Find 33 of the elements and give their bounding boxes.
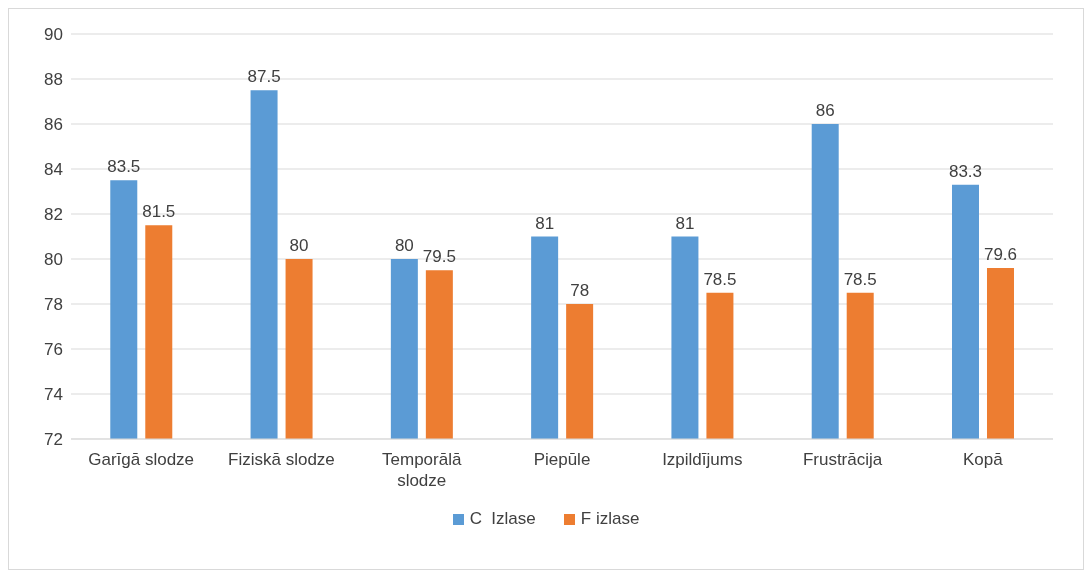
data-label: 78.5 [843, 269, 877, 289]
y-tick-label: 74 [44, 385, 63, 405]
data-label: 83.3 [948, 161, 983, 181]
y-tick-label: 76 [44, 340, 63, 360]
legend-label: C Izlase [469, 509, 536, 529]
data-label: 81.5 [142, 202, 176, 222]
data-label: 83.5 [107, 157, 141, 177]
x-tick-label: Garīgā slodze [88, 450, 195, 469]
data-label: 78 [570, 281, 590, 300]
data-label: 87.5 [247, 67, 281, 87]
data-label: 80 [394, 236, 414, 255]
x-tick-label: Temporālā slodze [382, 450, 462, 490]
data-label: 79.6 [983, 245, 1018, 264]
data-label: 86 [815, 101, 835, 120]
y-tick-label: 84 [44, 160, 63, 180]
data-label: 79.5 [422, 247, 456, 267]
data-label: 81 [675, 213, 695, 233]
y-tick-label: 80 [44, 250, 63, 270]
y-tick-label: 72 [44, 430, 63, 450]
x-tick-label: Kopā [963, 450, 1004, 469]
y-tick-label: 82 [44, 205, 63, 225]
x-tick-label: Frustrācija [802, 450, 883, 469]
y-tick-label: 90 [44, 25, 63, 45]
data-label: 81 [535, 213, 555, 233]
x-tick-label: Piepūle [533, 450, 591, 469]
y-tick-label: 78 [44, 295, 63, 315]
data-label: 78.5 [703, 269, 737, 289]
x-tick-label: Izpildījums [662, 450, 743, 469]
data-label: 80 [289, 236, 309, 255]
y-tick-label: 86 [44, 115, 63, 135]
legend-label: F izlase [580, 509, 640, 529]
y-tick-label: 88 [44, 70, 63, 90]
x-tick-label: Fiziskā slodze [228, 450, 335, 469]
